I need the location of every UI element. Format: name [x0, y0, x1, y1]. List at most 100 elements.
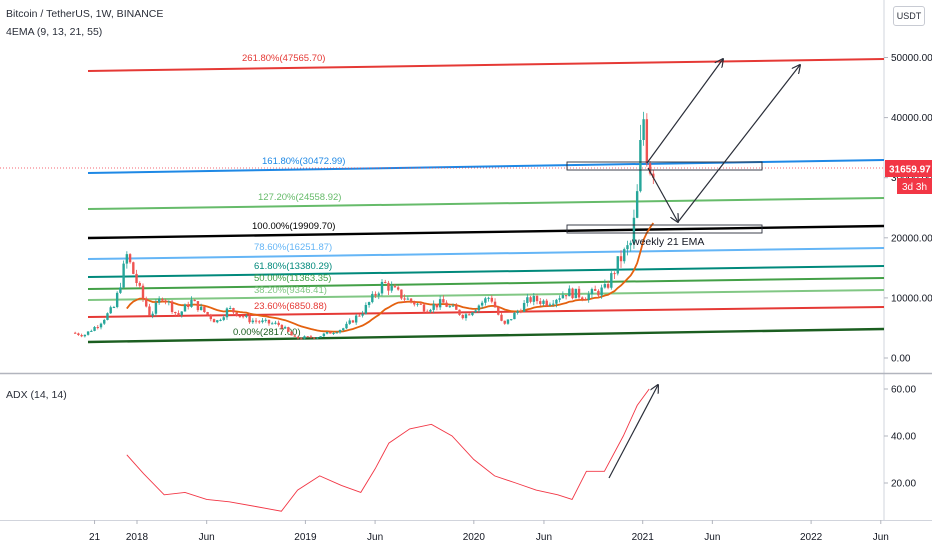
- fib-level-line[interactable]: [87, 224, 885, 240]
- forecast-arrow[interactable]: [647, 167, 678, 222]
- candle-body: [93, 327, 96, 331]
- price-tag: [885, 160, 932, 177]
- fib-level-line[interactable]: [87, 306, 885, 318]
- forecast-arrow[interactable]: [608, 385, 658, 479]
- candle-body: [183, 304, 187, 312]
- resistance-box[interactable]: [566, 161, 763, 171]
- candle-body: [274, 322, 277, 324]
- candle-body: [277, 322, 280, 325]
- candle-body: [416, 303, 419, 305]
- candle-body: [354, 315, 358, 323]
- candle-body: [267, 319, 271, 324]
- fib-level-line[interactable]: [87, 58, 885, 72]
- adx-tick-label: 20.00: [891, 479, 916, 490]
- fib-level-line[interactable]: [87, 289, 885, 301]
- price-tick-label: 40000.00: [891, 113, 932, 124]
- candle-body: [493, 301, 497, 308]
- forecast-arrow[interactable]: [646, 59, 723, 164]
- candle-body: [345, 323, 348, 329]
- symbol-title: Bitcoin / TetherUS, 1W, BINANCE: [6, 8, 164, 20]
- candle-body: [455, 305, 458, 310]
- candle-body: [151, 313, 154, 316]
- candle-body: [548, 304, 552, 306]
- candle-body: [306, 336, 309, 338]
- time-tick-label: 2018: [126, 532, 149, 543]
- candle-body: [222, 317, 225, 320]
- time-tick-label: 2020: [463, 532, 486, 543]
- indicator-legend[interactable]: 4EMA (9, 13, 21, 55): [6, 26, 103, 38]
- candle-body: [464, 314, 468, 319]
- candle-body: [590, 289, 594, 295]
- candle-body: [645, 119, 649, 164]
- time-tick-label: 2022: [800, 532, 823, 543]
- fib-level-label: 261.80%(47565.70): [242, 53, 325, 64]
- candle-body: [581, 297, 584, 300]
- candle-body: [287, 327, 290, 332]
- adx-legend[interactable]: ADX (14, 14): [6, 389, 67, 401]
- fib-level-line[interactable]: [87, 277, 885, 290]
- candle-body: [448, 306, 452, 308]
- candle-body: [435, 304, 439, 308]
- candle-body: [115, 292, 119, 308]
- ema-polyline: [126, 222, 655, 333]
- forecast-arrow[interactable]: [677, 65, 800, 223]
- candle-body: [480, 302, 484, 306]
- candle-body: [422, 304, 426, 312]
- candle-body: [519, 311, 523, 313]
- candle-body: [500, 314, 503, 321]
- user-drawings[interactable]: weekly 21 EMA: [566, 59, 800, 479]
- candle-body: [251, 320, 255, 323]
- candle-body: [442, 299, 445, 303]
- adx-pane[interactable]: 60.00 40.00 20.00: [126, 385, 917, 512]
- fibonacci-extension[interactable]: 261.80%(47565.70) 161.80%(30472.99) 127.20…: [0, 53, 885, 344]
- candle-body: [335, 332, 338, 334]
- candle-body: [471, 312, 474, 316]
- candle-body: [623, 249, 626, 262]
- fib-level-label: 161.80%(30472.99): [262, 156, 345, 167]
- fib-level-line[interactable]: [87, 247, 885, 260]
- candle-body: [429, 309, 432, 312]
- candle-body: [532, 296, 536, 302]
- candle-body: [77, 333, 80, 336]
- annotation-text[interactable]: weekly 21 EMA: [631, 236, 704, 248]
- candle-body: [145, 298, 148, 307]
- candle-body: [593, 289, 597, 291]
- candle-body: [571, 288, 574, 299]
- candle-body: [409, 298, 413, 302]
- candle-body: [329, 331, 332, 334]
- candle-body: [283, 327, 287, 329]
- time-tick-label: Jun: [873, 532, 889, 543]
- candle-body: [290, 331, 293, 336]
- fib-level-line[interactable]: [87, 265, 885, 278]
- time-axis[interactable]: 21 2018 Jun 2019 Jun 2020 Jun 2021 Jun 2022 Jun: [89, 520, 889, 543]
- candle-body: [426, 311, 429, 313]
- candle-body: [303, 336, 306, 339]
- candle-body: [164, 300, 167, 302]
- current-price: 31659.97 3d 3h: [885, 160, 932, 194]
- candle-body: [338, 330, 342, 333]
- candle-body: [103, 319, 106, 324]
- candle-body: [477, 305, 481, 311]
- candle-body: [193, 299, 196, 302]
- candle-body: [361, 313, 364, 316]
- candle-body: [616, 256, 619, 274]
- candle-body: [419, 303, 422, 305]
- candle-body: [542, 300, 545, 304]
- candle-body: [206, 312, 209, 315]
- candle-body: [109, 307, 112, 314]
- candle-body: [264, 319, 267, 321]
- fib-level-line[interactable]: [87, 327, 885, 344]
- currency-button[interactable]: USDT: [893, 6, 925, 26]
- candle-body: [600, 287, 603, 296]
- candle-body: [564, 295, 568, 297]
- support-box[interactable]: [566, 224, 763, 234]
- candle-body: [516, 311, 519, 313]
- fib-level-line[interactable]: [87, 197, 885, 210]
- candle-body: [384, 281, 387, 283]
- candle-body: [393, 286, 397, 288]
- candle-body: [648, 163, 652, 174]
- fib-level-label: 50.00%(11363.35): [254, 273, 331, 284]
- candle-body: [216, 320, 219, 323]
